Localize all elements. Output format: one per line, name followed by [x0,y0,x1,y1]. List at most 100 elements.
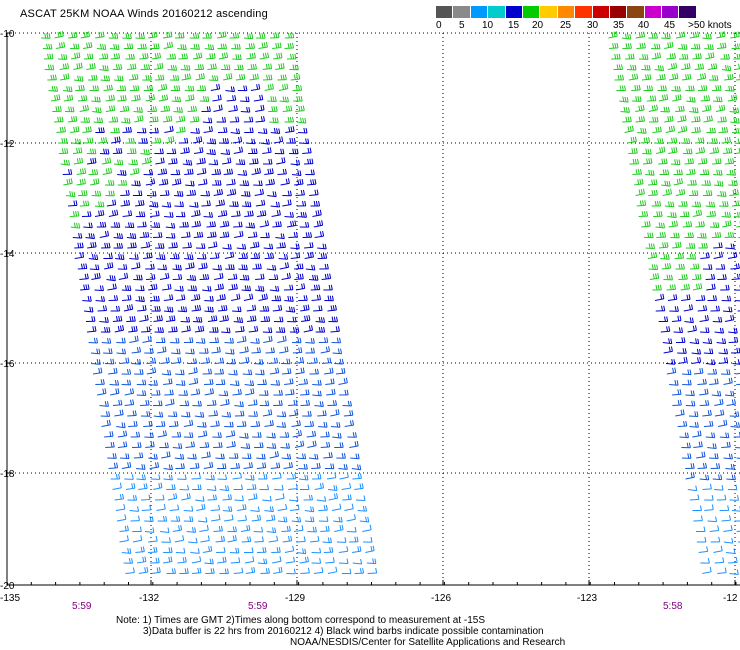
wind-barb [290,74,301,81]
wind-barb [163,378,173,385]
wind-barb [286,568,296,575]
wind-barb [698,242,708,249]
wind-barb [729,106,740,114]
wind-barb [729,189,739,196]
wind-barb [216,547,226,553]
wind-barb [256,462,267,469]
wind-barb [734,285,740,291]
wind-barb [289,327,300,333]
wind-barb [232,388,242,396]
wind-barb [313,305,323,312]
wind-barb [116,85,127,92]
wind-barb [137,43,147,50]
wind-barb [232,306,242,313]
wind-barb [151,567,161,574]
wind-barb [638,54,649,60]
wind-barb [121,369,132,375]
wind-barb [722,220,732,228]
wind-barb [271,547,281,553]
wind-barb [143,169,154,176]
wind-barb [123,304,134,312]
wind-barb [136,379,147,386]
wind-barb [166,315,176,322]
wind-barb [114,75,124,82]
wind-barb [173,106,183,113]
scale-label-6: 30 [587,20,599,31]
wind-barb [699,400,710,406]
wind-barb [142,335,152,343]
wind-barb [660,106,670,113]
wind-barb [179,484,190,491]
wind-barb [253,526,264,533]
wind-barb [294,525,304,532]
wind-barb [192,316,203,323]
wind-barb [717,567,727,574]
wind-barb [201,200,211,207]
wind-barb [255,369,265,376]
wind-barb [704,495,714,501]
wind-barb [146,357,156,364]
wind-barb [159,442,169,449]
wind-barb [708,75,719,81]
scale-label-4: 20 [532,20,544,31]
wind-barb [317,243,327,250]
wind-barb [296,117,307,124]
wind-barb [163,41,174,49]
wind-barb [257,379,267,386]
wind-barb [651,43,661,50]
wind-barb [697,232,707,239]
wind-barb [658,316,669,323]
wind-barb [105,190,115,197]
wind-barb [307,440,317,448]
wind-barb [628,148,638,154]
wind-barb [314,230,325,238]
wind-barb [264,420,274,427]
wind-barb [713,242,723,249]
wind-barb [74,75,84,82]
wind-barb [298,295,308,301]
wind-barb [678,201,688,207]
wind-barb [190,388,201,396]
wind-barb [656,232,667,238]
wind-barb [652,284,662,291]
wind-barb [718,127,729,133]
wind-barb [288,409,299,417]
wind-barb [129,335,139,343]
wind-barb [79,200,90,207]
wind-barb [698,546,709,553]
wind-barb [239,274,250,281]
wind-barb [76,168,87,175]
wind-barb [648,104,659,112]
wind-barb [113,242,124,249]
wind-barb [163,547,173,553]
wind-barb [651,52,662,60]
wind-barb [284,211,294,218]
wind-barb [672,389,682,396]
wind-barb [233,316,244,324]
wind-barb [42,43,53,50]
wind-barb [349,440,359,448]
wind-barb [671,315,682,322]
wind-barb [282,535,293,543]
wind-barb [281,368,292,375]
wind-barb [733,211,740,218]
wind-barb [116,422,126,429]
wind-barb [218,52,229,60]
wind-barb [211,346,221,354]
wind-barb [239,432,249,439]
wind-barb [611,53,621,60]
wind-barb [268,274,279,280]
wind-barb [327,566,338,574]
wind-barb [689,494,700,501]
wind-barb [635,31,646,39]
wind-barb [226,178,236,186]
wind-barb [188,367,198,375]
wind-barb [181,73,191,81]
wind-barb [712,316,723,323]
wind-barb [691,356,702,364]
wind-barb [121,285,132,291]
wind-barb [297,211,307,218]
wind-barb [157,264,168,271]
wind-barb [645,169,655,176]
wind-barb [305,169,315,176]
